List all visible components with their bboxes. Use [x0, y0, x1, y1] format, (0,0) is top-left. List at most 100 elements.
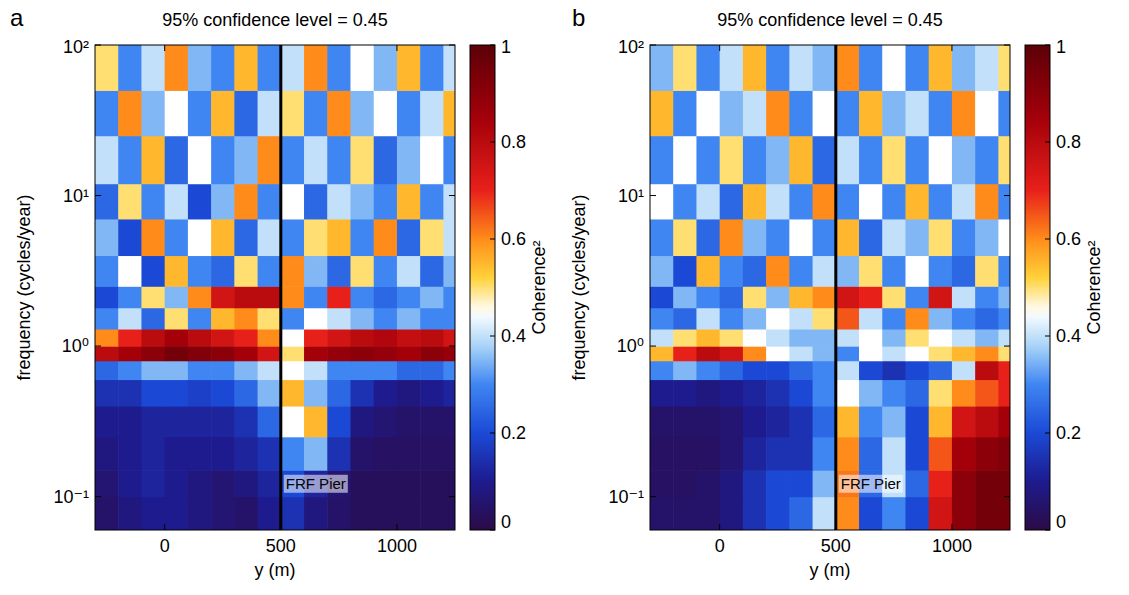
cell	[673, 255, 697, 286]
cell	[859, 45, 883, 91]
cell	[789, 90, 813, 136]
annotation: FRF Pier	[841, 475, 901, 492]
cell	[789, 361, 813, 380]
cell	[350, 286, 374, 308]
cell	[998, 379, 1010, 406]
cell	[95, 406, 119, 437]
cell	[650, 379, 674, 406]
cell	[234, 437, 258, 471]
cell	[882, 406, 906, 437]
cell	[374, 219, 398, 256]
cell	[443, 379, 455, 406]
cell	[141, 470, 165, 497]
cell	[188, 286, 212, 308]
panel: FRF Pier0500100010⁻¹10⁰10¹10²y (m)freque…	[10, 4, 549, 580]
cell	[281, 136, 305, 185]
colorbar-tick-label: 0.6	[1056, 229, 1081, 249]
cell	[789, 184, 813, 220]
cell	[696, 286, 720, 308]
cell	[882, 379, 906, 406]
cell	[304, 346, 328, 361]
cell	[673, 45, 697, 91]
cell	[720, 346, 744, 361]
cell	[952, 184, 976, 220]
cell	[95, 346, 119, 361]
cell	[95, 286, 119, 308]
cell	[766, 406, 790, 437]
cell	[813, 219, 837, 256]
cell	[165, 184, 189, 220]
cell	[397, 184, 421, 220]
cell	[975, 308, 999, 330]
cell	[281, 406, 305, 437]
cell	[327, 437, 351, 471]
y-tick-label: 10⁻¹	[608, 487, 644, 507]
cell	[882, 437, 906, 471]
cell	[696, 45, 720, 91]
cell	[789, 406, 813, 437]
cell	[258, 437, 282, 471]
cell	[420, 136, 444, 185]
cell	[443, 286, 455, 308]
cell	[650, 90, 674, 136]
cell	[813, 361, 837, 380]
cell	[304, 184, 328, 220]
x-tick	[951, 45, 952, 51]
colorbar-tick	[1045, 45, 1050, 46]
cell	[141, 406, 165, 437]
cell	[141, 286, 165, 308]
x-tick-label: 1000	[377, 536, 417, 556]
cell	[766, 136, 790, 185]
cell	[95, 90, 119, 136]
cell	[165, 219, 189, 256]
cell	[95, 255, 119, 286]
cell	[743, 90, 767, 136]
cell	[327, 308, 351, 330]
cell	[789, 497, 813, 530]
cell	[350, 346, 374, 361]
y-tick-label: 10²	[63, 37, 89, 57]
cell	[813, 437, 837, 471]
x-tick-label: 0	[160, 536, 170, 556]
cell	[650, 497, 674, 530]
cell	[165, 308, 189, 330]
cell	[650, 45, 674, 91]
cell	[281, 255, 305, 286]
cell	[420, 361, 444, 380]
cell	[696, 497, 720, 530]
cell	[281, 329, 305, 347]
cell	[397, 437, 421, 471]
cell	[281, 346, 305, 361]
cell	[975, 470, 999, 497]
cell	[696, 437, 720, 471]
cell	[211, 329, 235, 347]
cell	[673, 286, 697, 308]
cell	[813, 497, 837, 530]
cell	[234, 255, 258, 286]
cell	[859, 255, 883, 286]
cell	[118, 497, 142, 530]
cell	[397, 219, 421, 256]
cell	[882, 308, 906, 330]
cell	[397, 308, 421, 330]
cell	[905, 379, 929, 406]
cell	[720, 184, 744, 220]
cell	[696, 470, 720, 497]
cell	[327, 219, 351, 256]
cell	[420, 219, 444, 256]
cell	[281, 45, 305, 91]
cell	[743, 329, 767, 347]
cell	[975, 90, 999, 136]
cell	[420, 437, 444, 471]
cell	[397, 406, 421, 437]
cell	[258, 90, 282, 136]
y-tick	[1004, 496, 1010, 497]
cell	[696, 219, 720, 256]
cell	[998, 497, 1010, 530]
cell	[327, 45, 351, 91]
cell	[743, 308, 767, 330]
colorbar-tick	[1045, 239, 1050, 240]
cell	[420, 329, 444, 347]
y-tick-label: 10¹	[63, 186, 89, 206]
cell	[350, 90, 374, 136]
